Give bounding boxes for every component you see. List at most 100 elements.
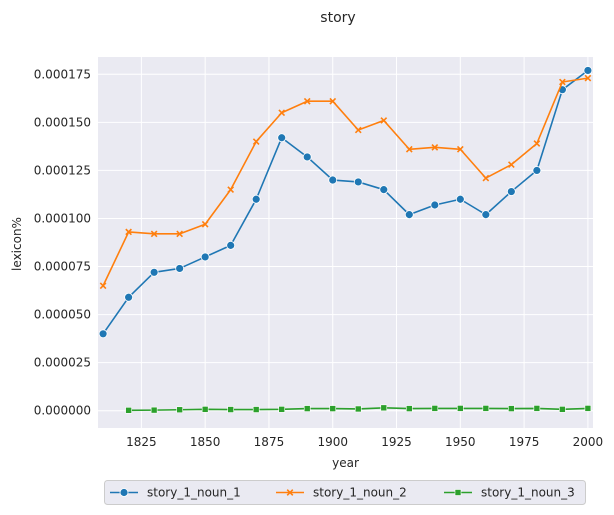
plot-area (98, 57, 593, 428)
data-point (150, 230, 158, 238)
x-tick-label: 1900 (317, 435, 348, 449)
data-point (508, 405, 515, 412)
y-tick-label: 0.000075 (34, 260, 91, 274)
y-tick-label: 0.000050 (34, 308, 91, 322)
data-point (303, 405, 311, 412)
data-point (405, 405, 413, 412)
data-point (303, 97, 311, 105)
data-point (150, 406, 158, 414)
y-axis-label: lexicon% (10, 217, 24, 271)
data-point (380, 404, 388, 412)
data-point (176, 406, 183, 414)
data-point (328, 175, 338, 185)
x-axis: 1825 1850 1875 1900 1925 1950 1975 2000 (126, 435, 603, 449)
data-point (98, 329, 108, 339)
data-point (533, 140, 541, 147)
data-point (125, 407, 132, 414)
data-point (532, 166, 542, 175)
data-point (457, 405, 464, 412)
data-point (506, 187, 516, 196)
x-tick-label: 1950 (445, 435, 476, 449)
data-point (430, 200, 440, 210)
series-story_1_noun_1 (98, 66, 593, 339)
x-tick-label: 1850 (190, 435, 221, 449)
data-point (583, 66, 593, 75)
data-point (278, 406, 286, 413)
x-tick-label: 2000 (573, 435, 604, 449)
data-point (431, 143, 439, 151)
legend-label: story_1_noun_1 (147, 486, 241, 500)
y-tick-label: 0.000100 (34, 211, 91, 225)
series-layer (98, 66, 593, 414)
data-point (252, 138, 260, 145)
data-point (227, 186, 235, 194)
y-tick-label: 0.000150 (34, 115, 91, 129)
y-axis: 0.000000 0.000025 0.000050 0.000075 0.000100… (34, 67, 91, 417)
data-point (278, 109, 286, 117)
data-point (354, 405, 362, 413)
data-point (251, 194, 261, 204)
data-point (404, 210, 414, 220)
data-point (149, 267, 159, 277)
x-tick-label: 1925 (381, 435, 412, 449)
x-axis-label: year (332, 456, 359, 470)
data-point (481, 210, 491, 220)
series-story_1_noun_3 (125, 404, 592, 414)
series-story_1_noun_2 (99, 74, 592, 290)
data-point (584, 74, 592, 82)
legend-label: story_1_noun_3 (481, 486, 575, 500)
y-tick-label: 0.000000 (34, 404, 91, 418)
data-point (431, 405, 439, 412)
data-point (124, 292, 134, 302)
series-line (102, 77, 589, 287)
data-point (302, 152, 312, 162)
data-point (455, 194, 465, 204)
data-point (176, 230, 184, 238)
data-point (119, 488, 129, 497)
x-tick-label: 1875 (254, 435, 285, 449)
data-point (175, 264, 185, 273)
data-point (584, 405, 592, 412)
x-tick-label: 1975 (509, 435, 540, 449)
legend-item: story_1_noun_1 (110, 486, 241, 500)
data-point (456, 145, 464, 153)
x-tick-label: 1825 (126, 435, 157, 449)
data-point (286, 489, 294, 496)
data-point (201, 220, 209, 228)
data-point (507, 161, 515, 169)
data-point (533, 405, 541, 412)
series-line (102, 69, 589, 335)
data-point (559, 406, 566, 413)
data-point (226, 240, 236, 250)
data-point (201, 406, 209, 413)
data-point (353, 177, 363, 187)
data-point (380, 117, 388, 124)
legend-box (104, 480, 586, 505)
data-point (329, 405, 337, 412)
y-tick-label: 0.000175 (34, 67, 91, 81)
data-point (329, 97, 337, 105)
legend-item: story_1_noun_2 (276, 486, 407, 500)
data-point (277, 133, 287, 143)
data-point (125, 228, 132, 236)
legend: story_1_noun_1 story_1_noun_2 story_1_noun… (104, 480, 586, 505)
data-point (405, 145, 413, 153)
chart-title: story (320, 10, 355, 26)
data-point (454, 489, 462, 496)
data-point (227, 406, 234, 413)
data-point (99, 282, 107, 290)
plot-background (98, 57, 593, 428)
y-tick-label: 0.000025 (34, 356, 91, 370)
legend-label: story_1_noun_2 (313, 486, 407, 500)
data-point (354, 126, 362, 134)
data-point (379, 185, 389, 195)
y-tick-label: 0.000125 (34, 163, 91, 177)
legend-item: story_1_noun_3 (444, 486, 575, 500)
data-point (559, 78, 566, 86)
data-point (252, 406, 260, 413)
data-point (200, 252, 210, 262)
data-point (482, 405, 490, 412)
data-point (482, 174, 490, 182)
